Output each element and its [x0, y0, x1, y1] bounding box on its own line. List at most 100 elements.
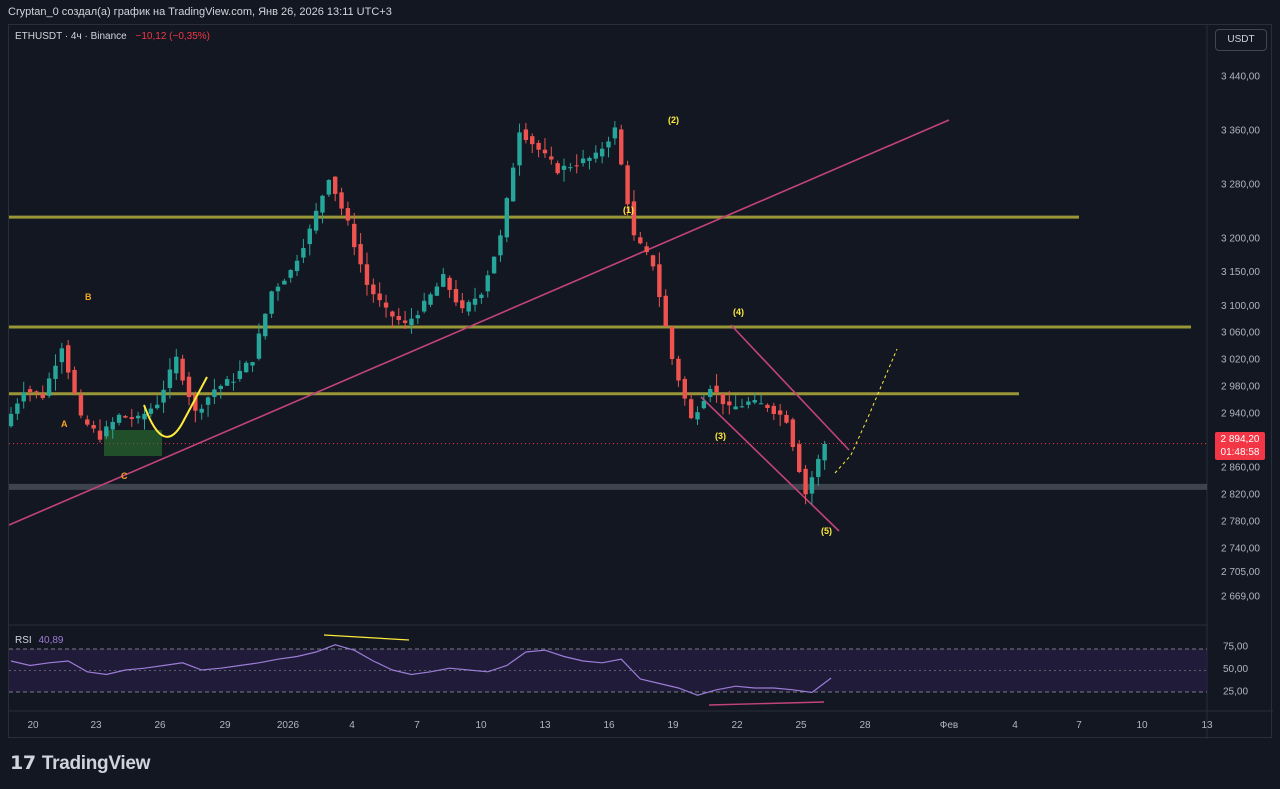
candle-body: [123, 416, 128, 418]
candle-body: [205, 397, 211, 405]
candle-body: [155, 404, 160, 409]
candle-body: [97, 430, 103, 440]
wave-label: (1): [623, 205, 634, 215]
candle-body: [212, 389, 217, 397]
candle-body: [568, 167, 573, 169]
time-tick: 23: [90, 720, 102, 731]
candle-body: [523, 129, 529, 140]
rsi-band: [9, 649, 1207, 692]
rsi-divergence-top: [323, 634, 410, 641]
candle-body: [72, 369, 77, 394]
time-tick: 16: [603, 720, 615, 731]
price-tick: 2 980,00: [1221, 382, 1260, 393]
wave-label: (2): [668, 115, 679, 125]
candle-body: [104, 426, 109, 437]
candle-body: [657, 264, 662, 298]
rsi-legend: RSI 40,89: [15, 635, 63, 646]
candle-body: [485, 275, 490, 292]
footer: 17 TradingView: [0, 740, 1280, 789]
price-tick: 3 020,00: [1221, 355, 1260, 366]
tradingview-logo[interactable]: 17 TradingView: [10, 752, 150, 775]
time-tick: 7: [1076, 720, 1082, 731]
wave-label: (4): [733, 307, 744, 317]
last-price-value: 2 894,20: [1220, 434, 1260, 445]
candle-body: [453, 289, 459, 303]
chart-caption: Cryptan_0 создал(а) график на TradingVie…: [0, 0, 1280, 24]
candle-body: [441, 274, 446, 287]
candle-body: [402, 320, 408, 323]
time-tick: 20: [27, 720, 39, 731]
rsi-divergence-bottom: [708, 701, 825, 706]
candle-body: [66, 345, 71, 373]
candle-body: [720, 393, 726, 405]
price-change: −10,12 (−0,35%): [135, 31, 211, 42]
candle-body: [695, 412, 700, 420]
time-tick: 2026: [277, 720, 300, 731]
rsi-tick: 25,00: [1223, 687, 1248, 698]
candle-body: [40, 393, 45, 398]
candle-body: [822, 443, 827, 461]
candle-body: [790, 419, 796, 448]
candle-body: [460, 300, 465, 309]
candle-body: [199, 408, 204, 413]
price-tick: 2 705,00: [1221, 567, 1260, 578]
candle-body: [142, 413, 147, 420]
candle-body: [549, 156, 554, 160]
price-tick: 3 150,00: [1221, 267, 1260, 278]
candle-body: [161, 389, 166, 403]
currency-selector[interactable]: USDT: [1215, 29, 1267, 51]
projection-path: [834, 348, 898, 474]
candle-body: [9, 413, 14, 427]
candle-body: [708, 389, 713, 397]
candle-body: [352, 223, 357, 248]
candle-body: [771, 405, 776, 415]
candle-body: [777, 410, 783, 415]
candle-body: [186, 376, 192, 397]
candle-body: [644, 246, 649, 253]
candle-body: [275, 286, 281, 292]
demand-zone: [104, 430, 162, 456]
time-tick: 22: [731, 720, 743, 731]
candle-body: [250, 362, 255, 366]
candle-body: [606, 141, 611, 148]
time-tick: 4: [1012, 720, 1018, 731]
candle-body: [504, 198, 510, 238]
wave-label: A: [61, 419, 68, 429]
candle-body: [765, 404, 770, 408]
price-tick: 3 060,00: [1221, 328, 1260, 339]
candle-body: [415, 315, 421, 319]
trendline: [9, 119, 950, 526]
price-tick: 2 740,00: [1221, 544, 1260, 555]
candle-body: [599, 148, 605, 157]
price-chart[interactable]: 3 440,00 3 360,00 3 280,00 3 200,00 3 150,00…: [9, 25, 1273, 739]
candle-body: [390, 311, 395, 317]
price-tick: 3 360,00: [1221, 125, 1260, 136]
candle-body: [110, 421, 115, 430]
candle-body: [682, 378, 687, 399]
candle-body: [479, 294, 484, 299]
candle-body: [663, 295, 668, 327]
candle-body: [701, 400, 707, 409]
candle-body: [714, 385, 719, 393]
candle-body: [231, 381, 236, 383]
candle-body: [625, 165, 630, 205]
candle-body: [307, 228, 312, 245]
candle-body: [638, 237, 643, 244]
bar-countdown: 01:48:58: [1220, 447, 1260, 458]
candle-body: [345, 208, 351, 221]
candle-body: [294, 260, 300, 272]
candle-body: [574, 165, 579, 167]
rsi-label: RSI: [15, 635, 32, 646]
price-tick: 3 440,00: [1221, 71, 1260, 82]
price-tick: 2 860,00: [1221, 463, 1260, 474]
rsi-tick: 50,00: [1223, 664, 1248, 675]
price-tick: 2 669,00: [1221, 591, 1260, 602]
time-tick: 4: [349, 720, 355, 731]
candle-body: [326, 180, 332, 195]
brand-name: TradingView: [41, 753, 151, 774]
candle-body: [358, 244, 363, 265]
candle-body: [631, 201, 637, 236]
candle-body: [612, 127, 618, 139]
chart-area[interactable]: 3 440,00 3 360,00 3 280,00 3 200,00 3 150,00…: [8, 24, 1273, 739]
support-band: [9, 483, 1207, 490]
